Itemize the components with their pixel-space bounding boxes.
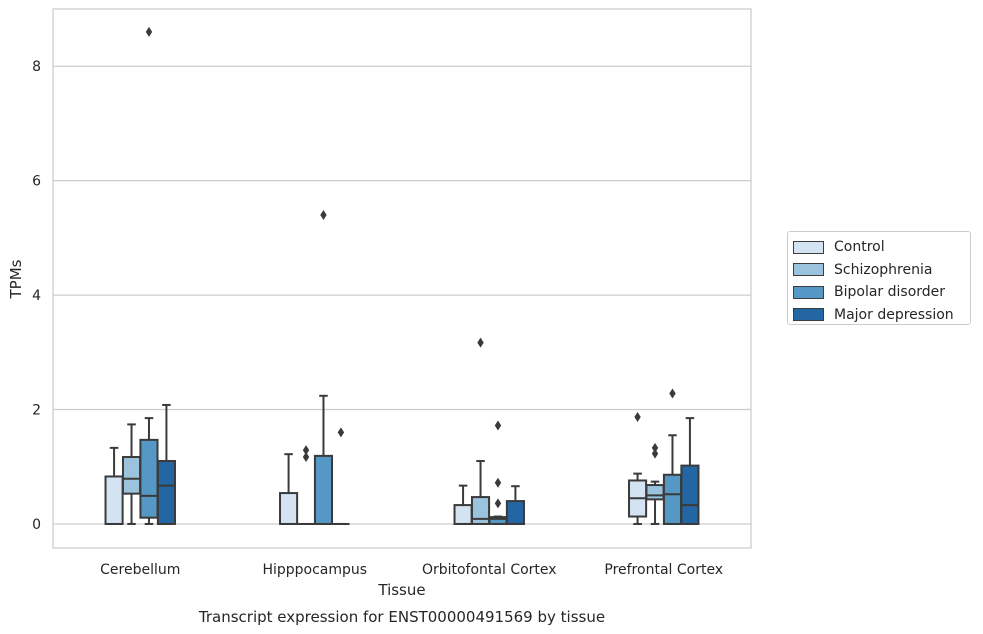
iqr-box	[662, 473, 683, 525]
iqr-box	[505, 500, 525, 525]
legend-label: Control	[834, 239, 885, 256]
box-schizophrenia	[470, 337, 491, 525]
y-tick-label: 8	[32, 59, 41, 75]
iqr-box	[121, 456, 142, 495]
box-schizophrenia	[297, 445, 315, 525]
iqr-box	[156, 460, 176, 525]
plot-frame	[52, 8, 752, 549]
x-tick-label: Cerebellum	[100, 562, 180, 578]
legend-item-control: Control	[792, 236, 970, 259]
box-major-depression	[156, 403, 176, 525]
box-bipolar-disorder	[662, 388, 683, 525]
legend-label: Bipolar disorder	[834, 284, 946, 301]
box-control	[628, 411, 648, 525]
x-tick-label: Hipppocampus	[262, 562, 367, 578]
outlier-point	[634, 411, 641, 422]
box-bipolar-disorder	[488, 420, 508, 525]
box-bipolar-disorder	[313, 209, 334, 525]
box-control	[279, 453, 299, 525]
iqr-box	[470, 496, 491, 525]
legend-item-schizophrenia: Schizophrenia	[792, 259, 970, 282]
outlier-point	[494, 420, 502, 431]
outlier-point	[494, 498, 502, 509]
box-control	[104, 446, 124, 525]
x-tick-label: Prefrontal Cortex	[604, 562, 723, 578]
outlier-point	[651, 448, 659, 459]
y-tick-label: 0	[32, 517, 41, 533]
iqr-box	[645, 484, 665, 501]
outlier-point	[494, 477, 502, 488]
box-major-depression	[332, 427, 350, 525]
y-tick-label: 4	[32, 288, 41, 304]
y-axis-label: TPMs	[7, 259, 25, 299]
legend-label: Schizophrenia	[834, 261, 933, 278]
chart-caption: Transcript expression for ENST0000049156…	[198, 608, 605, 626]
legend-swatch-bipolar-disorder	[793, 285, 824, 299]
legend-item-major-depression: Major depression	[792, 304, 970, 327]
x-axis-label: Tissue	[377, 581, 425, 599]
legend-item-bipolar-disorder: Bipolar disorder	[792, 281, 970, 304]
outlier-point	[337, 427, 345, 438]
legend-label: Major depression	[834, 306, 954, 323]
box-major-depression	[505, 485, 525, 525]
y-tick-labels: 0 2 4 6 8	[32, 59, 41, 533]
iqr-box	[279, 492, 299, 525]
legend-swatch-control	[793, 240, 824, 254]
x-tick-labels: Cerebellum Hipppocampus Orbitofontal Corte…	[100, 562, 723, 578]
iqr-box	[680, 464, 700, 525]
outlier-point	[669, 388, 676, 399]
y-tick-label: 6	[32, 174, 41, 190]
outlier-point	[320, 209, 327, 220]
x-tick-label: Orbitofontal Cortex	[422, 562, 557, 578]
outlier-point	[145, 26, 153, 37]
outlier-point	[302, 452, 310, 463]
box-series	[104, 26, 700, 525]
outlier-point	[302, 445, 310, 456]
outlier-point	[651, 442, 659, 453]
box-schizophrenia	[121, 423, 142, 525]
box-major-depression	[680, 417, 700, 525]
box-bipolar-disorder	[139, 26, 159, 525]
legend-swatch-schizophrenia	[793, 263, 824, 277]
iqr-box	[104, 475, 124, 525]
legend-swatch-major-depression	[793, 308, 824, 322]
box-control	[453, 484, 473, 525]
box-schizophrenia	[645, 442, 665, 525]
iqr-box	[453, 504, 473, 525]
outlier-point	[477, 337, 484, 348]
y-tick-label: 2	[32, 403, 41, 419]
legend: Control Schizophrenia Bipolar disorder M…	[787, 231, 971, 325]
iqr-box	[139, 438, 159, 519]
iqr-box	[313, 454, 334, 525]
